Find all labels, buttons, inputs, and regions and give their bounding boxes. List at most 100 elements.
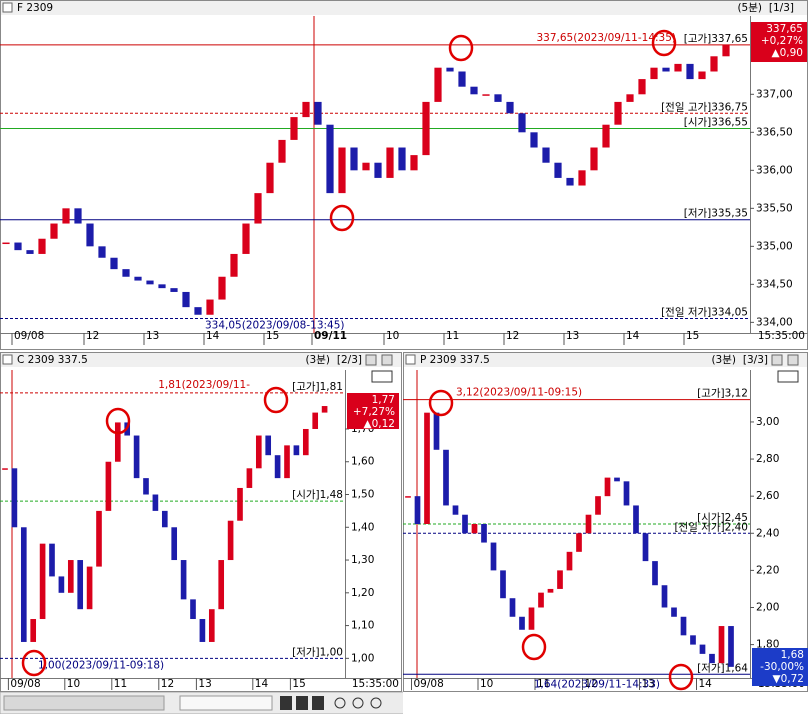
y-tick-label: 2,60 (756, 490, 779, 502)
candle (446, 67, 454, 72)
panel-title: F 2309 (17, 2, 53, 14)
highlight-circle (329, 204, 355, 232)
button[interactable] (296, 696, 308, 710)
candle (566, 177, 574, 186)
x-tick-label: 13 (642, 678, 655, 690)
settings-button[interactable] (771, 354, 783, 366)
candle (686, 63, 694, 80)
candle (293, 445, 300, 456)
candle (190, 599, 196, 620)
candle (424, 412, 430, 524)
candle (67, 560, 74, 593)
candle (143, 478, 149, 495)
candle (11, 468, 18, 528)
lt-button[interactable] (371, 370, 393, 383)
candle (547, 588, 554, 593)
candle (218, 276, 226, 300)
x-tick-label: 10 (480, 678, 493, 690)
candle (312, 412, 319, 429)
toolbar-blank (403, 692, 808, 714)
candle (227, 520, 234, 561)
y-tick-label: 1,00 (351, 652, 374, 664)
candle (698, 71, 706, 80)
y-tick-label: 1,20 (351, 587, 374, 599)
candle (146, 280, 154, 285)
panel-page: [3/3] (743, 354, 768, 366)
close-button[interactable] (381, 354, 393, 366)
candle (39, 543, 46, 620)
x-tick-label: 14 (626, 330, 640, 342)
candle (2, 468, 8, 470)
candle (690, 635, 696, 645)
candle (722, 44, 730, 57)
y-tick-label: 2,80 (756, 453, 779, 465)
button[interactable] (312, 696, 324, 710)
scrollbar[interactable] (3, 695, 165, 711)
x-tick-label: 10 (67, 678, 80, 690)
x-tick-label: 09/11 (314, 330, 347, 342)
candle (680, 616, 687, 636)
candle (566, 551, 573, 571)
candle (77, 560, 84, 610)
ref-label: [고가]337,65 (684, 33, 748, 45)
ref-label: [저가]1,00 (292, 646, 343, 658)
candle (278, 139, 286, 163)
candle (230, 253, 238, 277)
candle (674, 63, 682, 72)
panel-icon (2, 2, 13, 13)
candle (652, 561, 658, 586)
button[interactable] (280, 696, 292, 710)
candle (410, 155, 418, 171)
x-tick-label: 12 (161, 678, 174, 690)
candle (254, 193, 262, 224)
slider[interactable] (179, 695, 273, 711)
candle (494, 94, 502, 102)
candle (284, 445, 290, 479)
zoom-button[interactable] (352, 697, 364, 709)
y-tick-label: 335,00 (756, 240, 793, 252)
panel-title: C 2309 337.5 (17, 354, 88, 366)
y-tick-label: 2,00 (756, 601, 779, 613)
lt-button[interactable] (777, 370, 799, 383)
y-tick-label: 1,80 (756, 639, 779, 651)
candle (194, 307, 202, 315)
candle (242, 223, 250, 254)
candle (266, 162, 274, 194)
candle (122, 269, 130, 277)
title-bar (404, 353, 807, 367)
highlight-circle (651, 29, 677, 57)
candle (74, 208, 82, 224)
candle (326, 124, 334, 194)
candle (180, 560, 187, 600)
x-tick-label: 15 (266, 330, 279, 342)
highlight-circle (668, 663, 694, 691)
candle (633, 505, 639, 534)
candle (62, 208, 70, 224)
highlight-circle (521, 633, 547, 661)
candle (86, 566, 93, 610)
quote-box (751, 22, 807, 62)
quote-price: 1,77 (372, 394, 395, 406)
candle (237, 487, 243, 521)
candle (614, 477, 620, 482)
zoom-button[interactable] (370, 697, 382, 709)
candle (199, 619, 206, 642)
candle (710, 56, 718, 72)
zoom-button[interactable] (334, 697, 346, 709)
y-tick-label: 3,00 (756, 416, 779, 428)
highlight-circle (21, 649, 47, 677)
ref-label: [전일 고가]336,75 (661, 100, 748, 113)
candle (161, 510, 168, 528)
ref-label: [전일 저가]2,40 (674, 520, 748, 533)
candle (728, 626, 734, 667)
candle (338, 147, 346, 194)
ref-label: [시가]1,48 (292, 489, 343, 501)
candle (519, 616, 525, 630)
highlight-circle (105, 407, 131, 435)
candle (718, 626, 725, 664)
settings-button[interactable] (365, 354, 377, 366)
candle (58, 576, 65, 593)
quote-price: 337,65 (766, 23, 803, 35)
close-button[interactable] (787, 354, 799, 366)
